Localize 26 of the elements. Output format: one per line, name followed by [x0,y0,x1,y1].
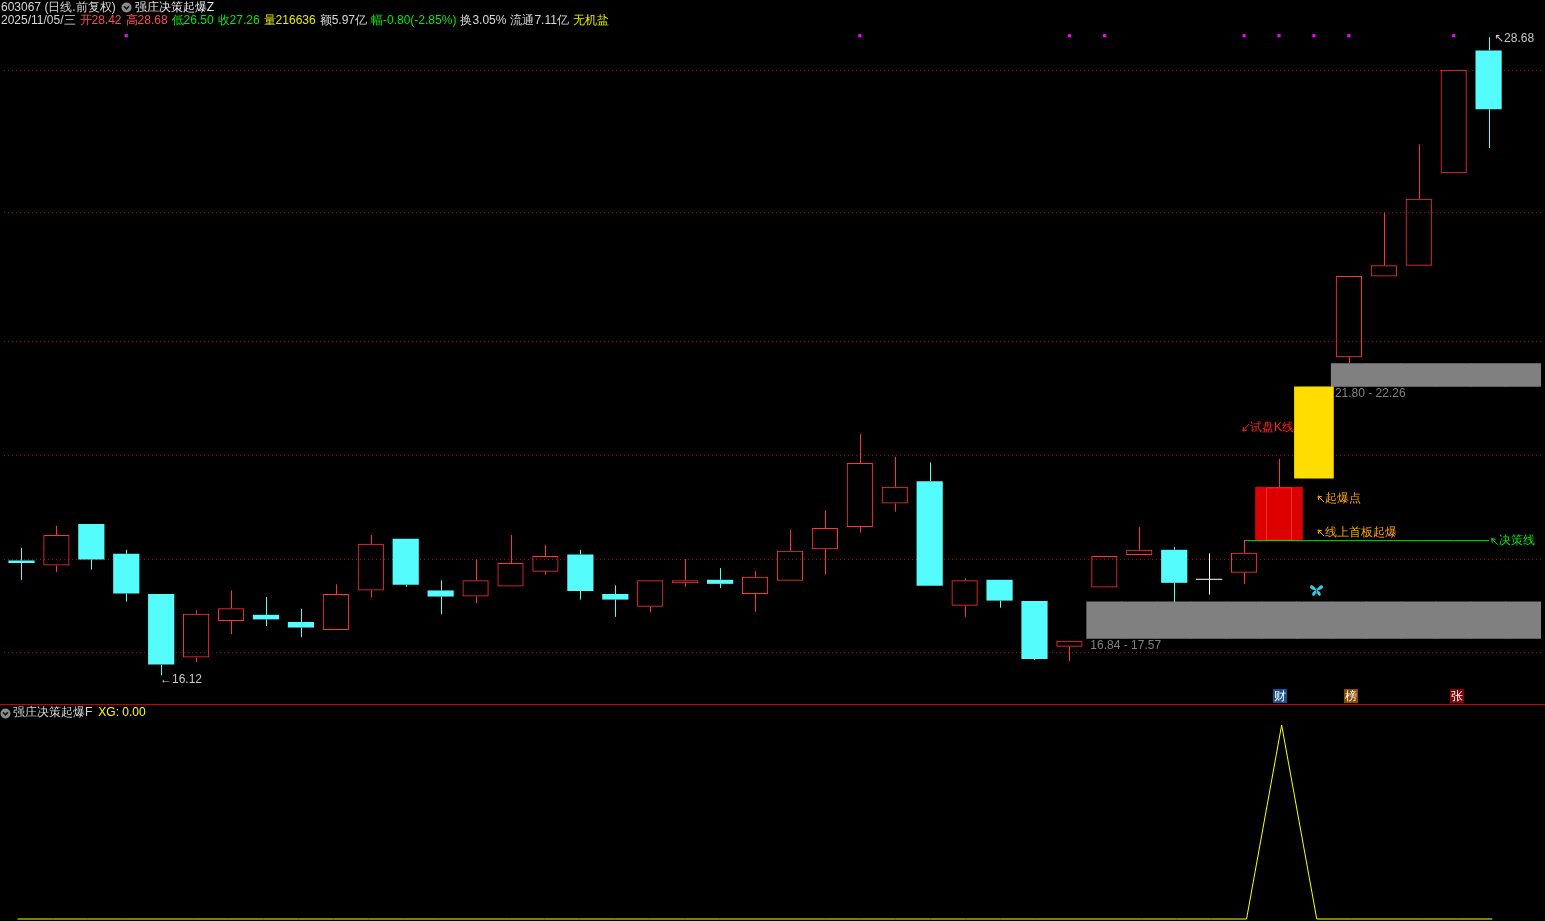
text: 额5.97亿 [319,13,368,28]
text: 低26.50 [171,13,214,28]
annotation: 起爆点 [1325,491,1361,506]
text: 财 [1274,689,1286,704]
text: XG: 0.00 [98,705,147,720]
text: 幅-0.80(-2.85%) [371,13,457,28]
chart-title: 603067 (日线.前复权) [1,0,116,15]
series-label: 21.80 - 22.26 [1334,386,1406,401]
text: 张 [1451,689,1463,704]
text: 2025/11/05/三 [1,13,76,28]
annotation: 线上首板起爆 [1325,525,1397,540]
annotation: ↖28.68 [1494,31,1535,46]
text: 高28.68 [125,13,168,28]
text: 换3.05% [460,13,507,28]
text: 收27.26 [217,13,260,28]
text: 开28.42 [79,13,122,28]
text: 量216636 [263,13,316,28]
series-label: 决策线 [1498,532,1535,547]
chart-subtitle: 强庄决策起爆Z [134,0,215,15]
series-label: 16.84 - 17.57 [1090,638,1162,653]
chart-title: 强庄决策起爆F [13,705,93,720]
text: 流通7.11亿 [510,13,569,28]
text: 榜 [1345,689,1357,704]
annotation: 试盘K线 [1249,420,1294,435]
text: 无机盐 [572,13,609,28]
annotation: ←16.12 [160,672,203,687]
